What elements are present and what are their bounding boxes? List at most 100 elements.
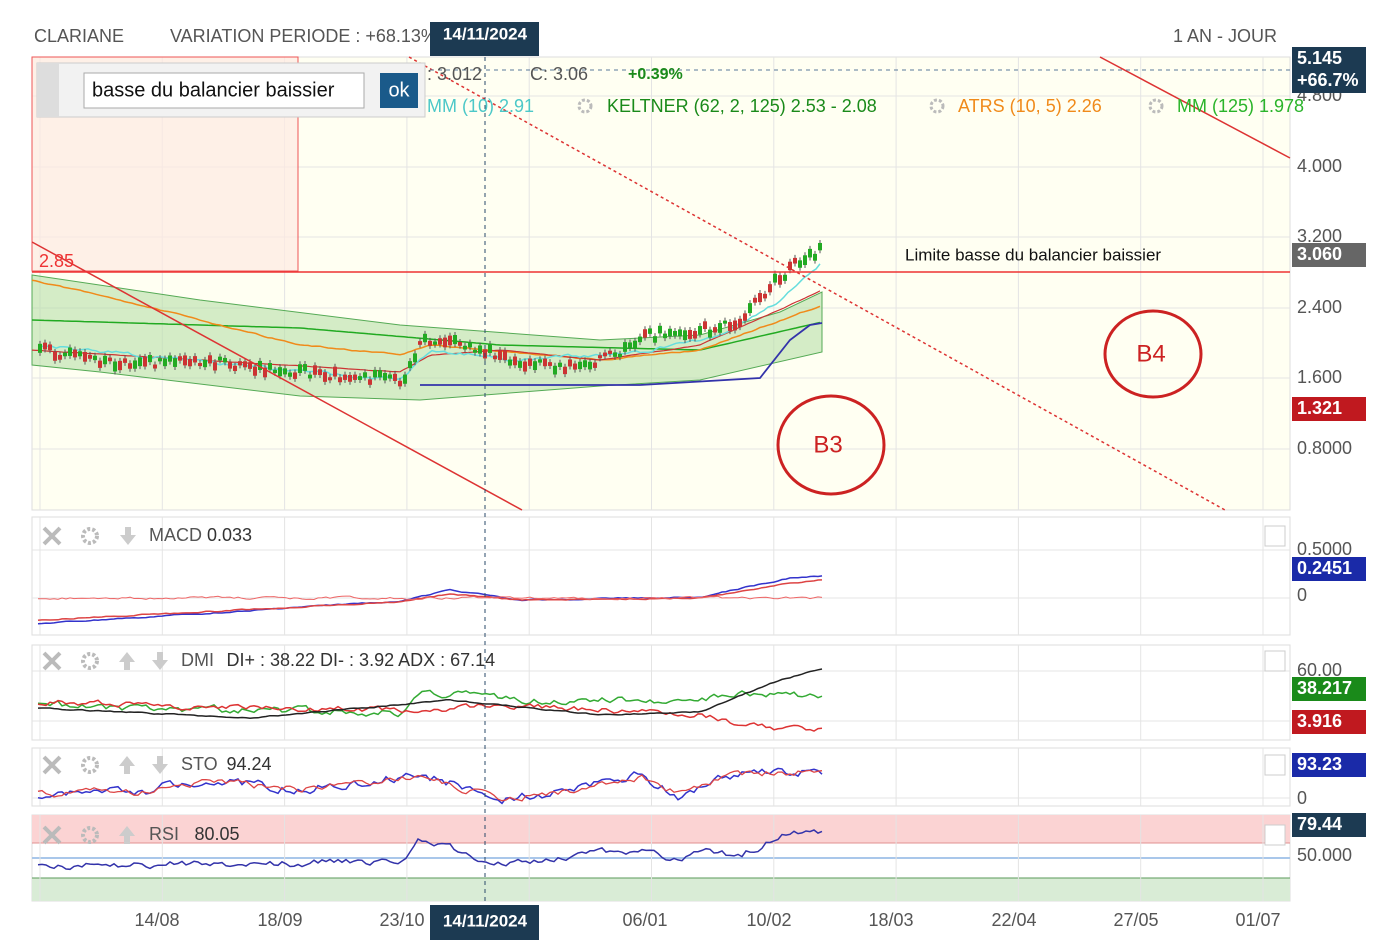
candle xyxy=(463,345,467,350)
ok-button[interactable] xyxy=(380,73,418,108)
ok-label: ok xyxy=(388,79,410,101)
candle xyxy=(658,325,662,334)
close-icon[interactable] xyxy=(42,651,62,671)
candle xyxy=(58,354,62,360)
candle xyxy=(313,365,317,375)
x-tick-label: 14/08 xyxy=(134,910,179,930)
indicator-badge-bg xyxy=(1292,677,1366,701)
settings-icon[interactable] xyxy=(81,756,99,774)
rsi-oversold xyxy=(32,878,1290,901)
candle xyxy=(763,293,767,299)
popup-handle[interactable] xyxy=(37,63,59,117)
panel-checkbox[interactable] xyxy=(1264,525,1286,547)
gear-icon[interactable] xyxy=(577,98,593,114)
candle xyxy=(383,372,387,381)
panel-checkbox[interactable] xyxy=(1264,824,1286,846)
candle xyxy=(198,363,202,367)
candle xyxy=(303,364,307,371)
panel-checkbox[interactable] xyxy=(1264,754,1286,776)
rsi-line xyxy=(37,829,823,871)
settings-icon[interactable] xyxy=(81,527,99,545)
close-icon[interactable] xyxy=(42,825,62,845)
indicator-badge: 0.2451 xyxy=(1297,558,1352,578)
candle xyxy=(538,359,542,363)
text-input[interactable] xyxy=(83,72,365,109)
candle xyxy=(353,374,357,380)
candle xyxy=(648,328,652,334)
up-icon[interactable] xyxy=(119,826,135,844)
gear-icon[interactable] xyxy=(929,98,945,114)
candle xyxy=(148,355,152,363)
candle xyxy=(128,363,132,369)
down-icon[interactable] xyxy=(152,652,168,670)
candle xyxy=(708,329,712,338)
period[interactable]: 1 AN - JOUR xyxy=(1173,26,1277,46)
b4-circle xyxy=(1103,309,1203,399)
macd-hist xyxy=(38,595,823,601)
gear-icon[interactable] xyxy=(1148,98,1164,114)
x-tick-label: 27/05 xyxy=(1113,910,1158,930)
candle xyxy=(723,320,727,324)
candle xyxy=(258,360,262,370)
down-icon[interactable] xyxy=(152,756,168,774)
candle xyxy=(163,358,167,367)
sto-k xyxy=(37,767,823,805)
candle xyxy=(573,363,577,370)
candle xyxy=(528,358,532,366)
down-icon[interactable] xyxy=(120,527,136,545)
up-icon[interactable] xyxy=(119,652,135,670)
date-badge-bottom xyxy=(430,905,539,940)
candle xyxy=(713,327,717,333)
candle xyxy=(103,355,107,365)
legend-open: : 3.012 xyxy=(427,64,482,84)
legend-close: C: 3.06 xyxy=(530,64,588,84)
candle xyxy=(508,359,512,366)
candle xyxy=(173,358,177,367)
legend-atrs: ATRS (10, 5) 2.26 xyxy=(958,96,1102,116)
close-icon[interactable] xyxy=(42,526,62,546)
x-tick-label: 18/09 xyxy=(257,910,302,930)
sto-d xyxy=(37,769,823,802)
candle xyxy=(68,347,72,356)
candle xyxy=(273,369,277,374)
candle xyxy=(393,373,397,381)
candle xyxy=(628,342,632,349)
candle xyxy=(183,355,187,366)
last-price-bg xyxy=(1292,47,1366,71)
settings-icon[interactable] xyxy=(81,826,99,844)
candle xyxy=(473,349,477,353)
candle xyxy=(318,369,322,376)
close-icon[interactable] xyxy=(42,755,62,775)
candle xyxy=(643,329,647,338)
settings-icon[interactable] xyxy=(81,652,99,670)
x-tick-label: 23/10 xyxy=(379,910,424,930)
symbol: CLARIANE xyxy=(34,26,124,46)
sto-panel xyxy=(31,747,1291,807)
b3-circle xyxy=(776,394,886,496)
candle xyxy=(423,333,427,343)
candle xyxy=(293,372,297,379)
candle xyxy=(328,377,332,381)
dmi-panel xyxy=(31,644,1291,741)
dmi-minus xyxy=(37,699,823,732)
candle xyxy=(248,362,252,369)
dmi-plus xyxy=(37,689,823,718)
close-badge-bg xyxy=(1292,243,1366,267)
candle xyxy=(338,377,342,383)
candle xyxy=(218,356,222,361)
candle xyxy=(333,366,337,377)
candle xyxy=(193,356,197,363)
candle xyxy=(693,330,697,339)
candle xyxy=(513,356,517,366)
candle xyxy=(38,343,42,353)
candle xyxy=(228,362,232,369)
candle xyxy=(583,360,587,368)
panel-checkbox[interactable] xyxy=(1264,650,1286,672)
up-icon[interactable] xyxy=(119,756,135,774)
candle xyxy=(213,362,217,371)
candle xyxy=(158,358,162,362)
candle xyxy=(453,335,457,345)
candle xyxy=(63,352,67,357)
atrs-line xyxy=(31,279,821,361)
